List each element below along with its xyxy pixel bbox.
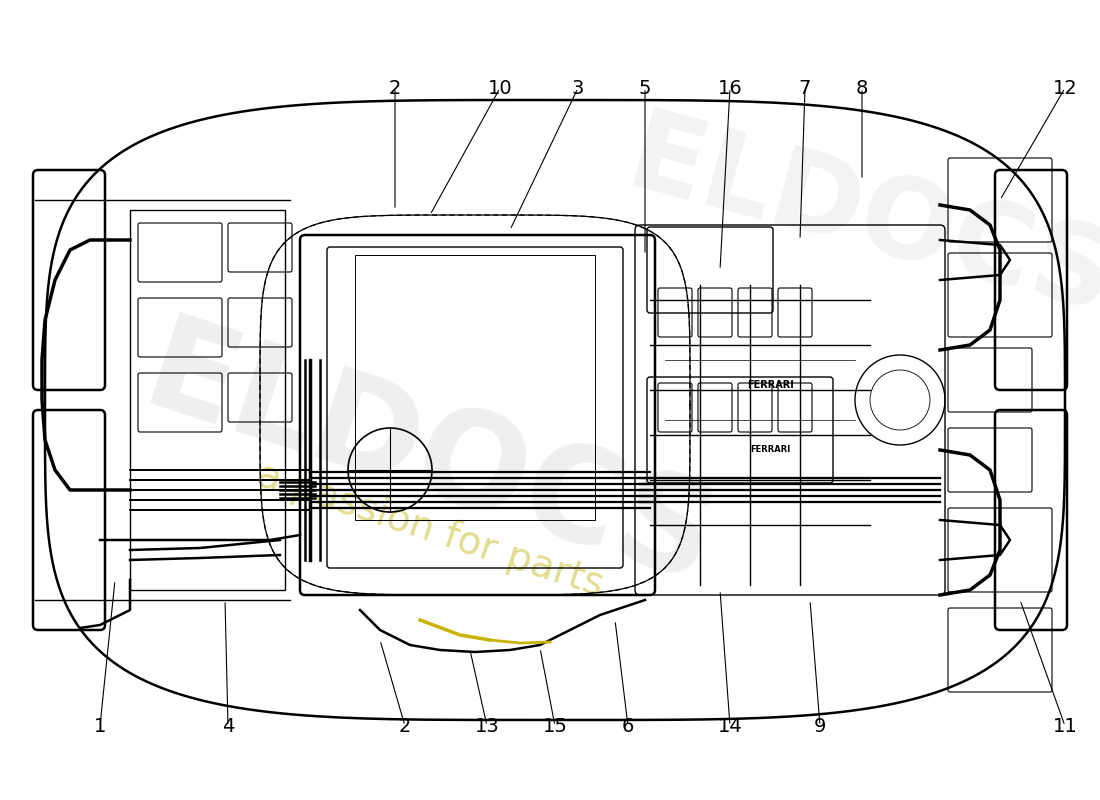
Bar bbox=[130, 210, 285, 590]
Text: 15: 15 bbox=[542, 717, 568, 735]
Text: 16: 16 bbox=[717, 78, 743, 98]
Text: 12: 12 bbox=[1053, 78, 1077, 98]
Text: ELDOCS: ELDOCS bbox=[616, 104, 1100, 336]
Text: 6: 6 bbox=[621, 717, 635, 735]
Text: 11: 11 bbox=[1053, 717, 1077, 735]
Text: 10: 10 bbox=[487, 78, 513, 98]
Text: 13: 13 bbox=[474, 717, 499, 735]
Text: 1: 1 bbox=[94, 717, 107, 735]
Text: ELDOCS: ELDOCS bbox=[130, 308, 730, 612]
Text: 2: 2 bbox=[388, 78, 401, 98]
Text: FERRARI: FERRARI bbox=[750, 446, 790, 454]
Text: FERRARI: FERRARI bbox=[747, 380, 793, 390]
Text: 9: 9 bbox=[814, 717, 826, 735]
Bar bbox=[355, 255, 595, 520]
Text: 8: 8 bbox=[856, 78, 868, 98]
Text: 7: 7 bbox=[799, 78, 811, 98]
Text: 4: 4 bbox=[222, 717, 234, 735]
Text: 5: 5 bbox=[639, 78, 651, 98]
Text: 14: 14 bbox=[717, 717, 743, 735]
Text: 3: 3 bbox=[572, 78, 584, 98]
Text: 2: 2 bbox=[399, 717, 411, 735]
Text: a passion for parts: a passion for parts bbox=[252, 456, 608, 604]
